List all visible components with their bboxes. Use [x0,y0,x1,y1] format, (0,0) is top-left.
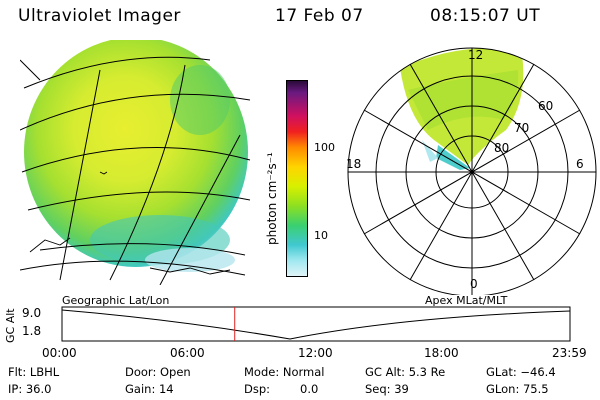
ytick-9: 9.0 [22,306,41,320]
alt-plot-ylabel: GC Alt [4,308,17,343]
ip-info: IP: 36.0 [8,382,52,396]
colorbar-unit-label: photon cm⁻²s⁻¹ [265,152,279,245]
polar-grid [347,47,597,295]
mlt-label-18: 18 [346,157,361,171]
glon-info: GLon: 75.5 [486,382,549,396]
door-info: Door: Open [125,365,191,379]
geographic-image [20,40,251,285]
time-label: 08:15:07 UT [430,6,541,26]
colorbar-tick-10: 10 [314,229,328,242]
glat-info: GLat: −46.4 [486,365,556,379]
xtick-2359: 23:59 [552,346,587,360]
colorbar-unit-text: photon cm⁻²s⁻¹ [265,152,279,245]
polar-plot: 12 18 6 0 60 70 80 [346,47,597,295]
colorbar [286,80,308,277]
gcalt-info: GC Alt: 5.3 Re [365,365,446,379]
mlt-label-12: 12 [468,48,483,62]
mlt-label-0: 0 [470,277,478,291]
seq-info: Seq: 39 [365,382,409,396]
ytick-1.8: 1.8 [22,324,41,338]
gain-info: Gain: 14 [125,382,174,396]
lat-label-70: 70 [514,121,529,135]
date-label: 17 Feb 07 [275,6,364,26]
xtick-0600: 06:00 [170,346,205,360]
mode-info: Mode: Normal [244,365,325,379]
geo-map-label: Geographic Lat/Lon [62,294,170,307]
coastlines [29,171,231,275]
filter-info: Flt: LBHL [8,365,60,379]
lat-label-80: 80 [494,141,509,155]
latlon-grid [20,56,251,285]
dsp-value: 0.0 [300,382,319,396]
mlt-label-6: 6 [576,157,584,171]
instrument-title: Ultraviolet Imager [18,6,181,26]
xtick-1200: 12:00 [298,346,333,360]
dsp-label: Dsp: [244,382,271,396]
xtick-0000: 00:00 [42,346,77,360]
xtick-1800: 18:00 [424,346,459,360]
polar-plot-label: Apex MLat/MLT [425,294,508,307]
lat-label-60: 60 [538,99,553,113]
colorbar-tick-100: 100 [314,141,335,154]
altitude-plot: 9.0 1.8 GC Alt 00:00 06:00 12:00 18:00 2… [4,306,587,360]
